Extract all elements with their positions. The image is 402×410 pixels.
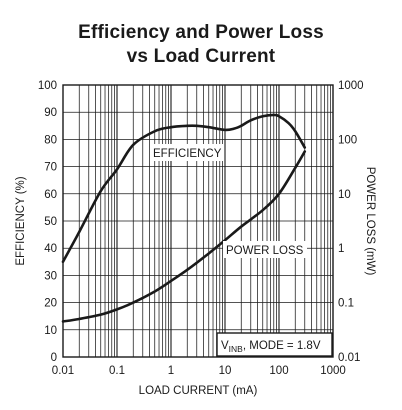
y2-tick-label: 0.01 [338, 352, 360, 364]
series-line-efficiency [61, 113, 307, 264]
y-tick-label: 70 [44, 162, 57, 174]
y-tick-label: 30 [44, 270, 57, 282]
y2-tick-label: 10 [338, 189, 351, 201]
y-axis-label: EFFICIENCY (%) [15, 176, 27, 265]
y2-tick-label: 0.1 [338, 298, 354, 310]
condition-rest: , MODE = 1.8V [243, 340, 321, 352]
power-loss-label: POWER LOSS [226, 245, 304, 257]
y-tick-label: 50 [44, 216, 57, 228]
y-tick-label: 100 [38, 80, 57, 92]
x-tick-label: 10 [219, 365, 232, 377]
efficiency-label: EFFICIENCY [153, 148, 222, 160]
x-tick-label: 0.1 [109, 365, 125, 377]
plot-frame [62, 84, 334, 358]
y-tick-label: 90 [44, 107, 57, 119]
chart-title-line-2: vs Load Current [126, 46, 276, 67]
condition-label: VINB, MODE = 1.8V [221, 340, 321, 354]
x-tick-label: 0.01 [52, 365, 74, 377]
y-tick-label: 10 [44, 325, 57, 337]
x-tick-label: 100 [269, 365, 288, 377]
y2-tick-label: 1 [338, 243, 344, 255]
condition-subscript: INB [229, 344, 244, 354]
y-tick-label: 40 [44, 243, 57, 255]
condition-box [216, 332, 333, 357]
y2-tick-label: 1000 [338, 80, 364, 92]
power-loss-label-bg [223, 241, 307, 258]
chart-title-line-1: Efficiency and Power Loss [78, 22, 324, 43]
y-tick-label: 0 [51, 352, 57, 364]
tick-labels: 0.01 0.1 1 10 100 100001020304050607080901000… [38, 80, 364, 377]
x-tick-label: 1 [168, 365, 174, 377]
series-line-power-loss [61, 150, 307, 323]
series-group [61, 113, 307, 323]
y-tick-label: 60 [44, 189, 57, 201]
y-tick-label: 20 [44, 298, 57, 310]
y2-tick-label: 100 [338, 134, 357, 146]
efficiency-label-bg [150, 144, 224, 161]
condition-prefix: V [221, 340, 229, 352]
x-tick-label: 1000 [320, 365, 346, 377]
y2-axis-label: POWER LOSS (mW) [364, 167, 376, 276]
y-tick-label: 80 [44, 134, 57, 146]
x-axis-label: LOAD CURRENT (mA) [139, 385, 258, 397]
